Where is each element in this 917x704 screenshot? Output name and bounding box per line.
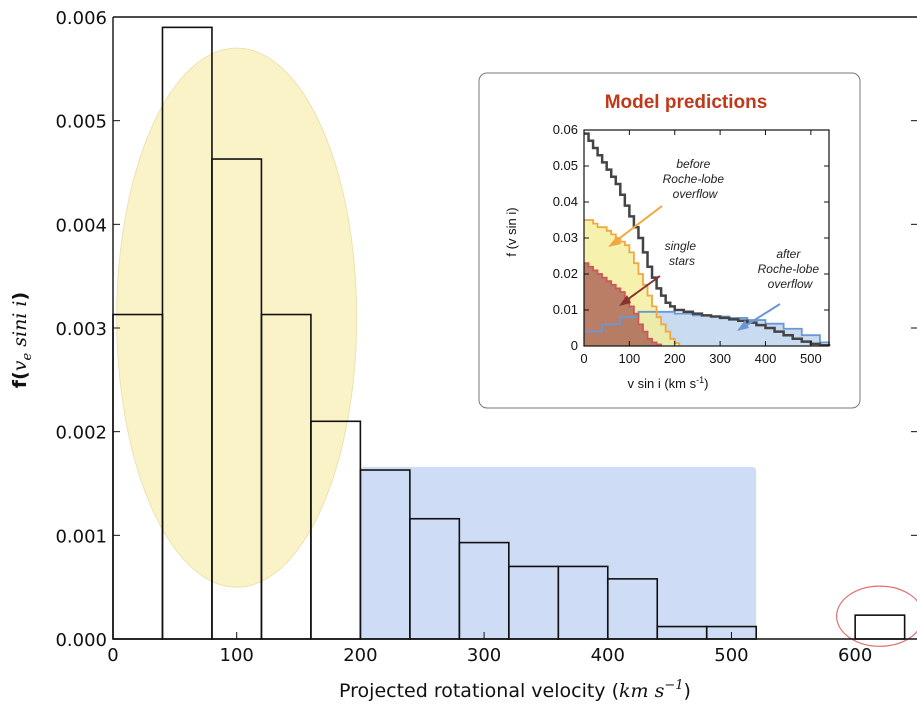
highlight-ellipse-0 bbox=[116, 47, 358, 588]
inset-title: Model predictions bbox=[605, 92, 768, 113]
arrow-after bbox=[741, 303, 781, 329]
x-tick-labels: 0 100 200 300 400 500 600 bbox=[107, 632, 872, 666]
inset-y-tick-label: 0.06 bbox=[553, 122, 578, 137]
y-axis-label-rest: sini i bbox=[9, 301, 31, 353]
histogram-bar bbox=[854, 614, 906, 640]
inset-y-tick-label: 0 bbox=[571, 338, 578, 353]
y-tick-label: 0.004 bbox=[55, 215, 107, 236]
inset-y-ticks: 0 0.01 0.02 0.03 0.04 0.05 0.06 bbox=[553, 122, 829, 353]
inset-x-tick-label: 400 bbox=[755, 351, 777, 366]
arrow-after-head bbox=[737, 320, 749, 331]
inset-line-total bbox=[584, 132, 831, 347]
inset-x-tick-label: 100 bbox=[619, 351, 641, 366]
inset-x-axis-title: v sin i (km s-1) bbox=[628, 375, 709, 391]
x-axis-unit-base: km s bbox=[619, 680, 665, 702]
inset-y-tick-label: 0.05 bbox=[553, 158, 578, 173]
inset-x-label-base: v sin i (km s bbox=[628, 376, 697, 391]
inset-lines bbox=[584, 132, 831, 347]
annotation-before: before Roche-lobe overflow bbox=[663, 157, 728, 201]
y-axis-label-sub: e bbox=[20, 353, 35, 361]
inset-x-tick-label: 300 bbox=[709, 351, 731, 366]
inset-x-ticks: 0 100 200 300 400 500 bbox=[580, 130, 822, 366]
x-tick-label: 100 bbox=[220, 645, 254, 666]
x-tick-label: 400 bbox=[591, 645, 625, 666]
inset-x-tick-label: 500 bbox=[800, 351, 822, 366]
inset-y-axis-title: f (v sin i) bbox=[504, 207, 519, 256]
x-tick-label: 600 bbox=[838, 645, 872, 666]
y-tick-label: 0.005 bbox=[55, 112, 107, 133]
inset-y-tick-label: 0.01 bbox=[553, 302, 578, 317]
arrow-single bbox=[623, 275, 661, 303]
inset-line-single bbox=[584, 262, 663, 346]
y-axis-label-suffix: ) bbox=[9, 292, 31, 301]
inset-x-tick-label: 0 bbox=[580, 351, 587, 366]
inset-x-label-exp: -1 bbox=[696, 375, 704, 385]
y-tick-label: 0.003 bbox=[55, 319, 107, 340]
inset-y-tick-label: 0.02 bbox=[553, 266, 578, 281]
inset-y-tick-label: 0.04 bbox=[553, 194, 578, 209]
x-tick-label: 500 bbox=[714, 645, 748, 666]
y-axis-label-prefix: f( bbox=[9, 371, 31, 388]
inset-x-tick-label: 200 bbox=[664, 351, 686, 366]
inset-arrows bbox=[608, 205, 781, 331]
y-tick-label: 0.001 bbox=[55, 526, 107, 547]
y-tick-label: 0.000 bbox=[55, 630, 107, 651]
annotation-after: after Roche-lobe overflow bbox=[758, 247, 823, 291]
x-tick-label: 0 bbox=[107, 645, 118, 666]
x-axis-title: Projected rotational velocity (km s−1) bbox=[339, 678, 691, 702]
y-tick-label: 0.002 bbox=[55, 423, 107, 444]
arrow-before-head bbox=[608, 236, 621, 247]
inset-line-before bbox=[584, 219, 681, 346]
y-tick-labels: 0.000 0.001 0.002 0.003 0.004 0.005 0.006 bbox=[55, 8, 917, 651]
arrow-before bbox=[611, 205, 663, 245]
x-tick-label: 200 bbox=[343, 645, 377, 666]
x-axis-unit-exp: −1 bbox=[664, 678, 683, 693]
x-tick-label: 300 bbox=[467, 645, 501, 666]
y-axis-label-var: v bbox=[9, 360, 31, 371]
arrow-single-head bbox=[619, 295, 631, 306]
y-tick-label: 0.006 bbox=[55, 8, 107, 29]
highlight-circle-2 bbox=[836, 585, 917, 647]
inset-panel: Model predictions 0 100 200 300 400 500 0 0.01… bbox=[478, 72, 861, 409]
y-axis-title: f(ve sini i) bbox=[9, 292, 35, 388]
annotation-single: single stars bbox=[665, 239, 700, 268]
x-axis-label: Projected rotational velocity bbox=[339, 680, 606, 702]
inset-x-label-close: ) bbox=[704, 376, 708, 391]
inset-y-tick-label: 0.03 bbox=[553, 230, 578, 245]
